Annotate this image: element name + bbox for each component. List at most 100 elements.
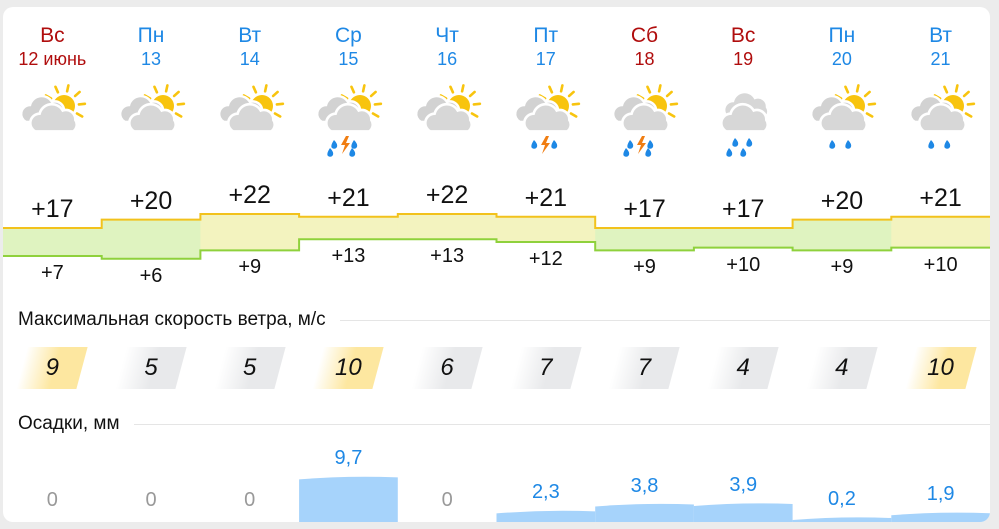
day-name: Ср (334, 24, 362, 47)
precip-value: 0 (441, 489, 453, 511)
precip-section-title: Осадки, мм (18, 413, 120, 434)
temp-range-segment (496, 216, 596, 242)
wind-speed-value: 10 (927, 354, 954, 381)
wind-speed-badge: 10 (318, 347, 378, 389)
day-date: 13 (141, 49, 162, 69)
partly-cloudy-icon (118, 84, 186, 133)
wind-cell: 7 (595, 347, 694, 389)
precip-value: 2,3 (531, 481, 560, 504)
day-column[interactable]: Вт 21 (891, 7, 990, 158)
day-column[interactable]: Вс 12 июнь (3, 7, 102, 158)
day-column[interactable]: Пн 13 (102, 7, 201, 158)
precip-bar (792, 517, 892, 522)
day-name: Чт (435, 24, 459, 47)
min-temp-label: +13 (331, 245, 366, 268)
max-temp-label: +22 (228, 181, 271, 209)
precip-value: 3,9 (729, 474, 758, 497)
precip-value: 0,2 (828, 488, 856, 510)
max-temp-label: +20 (129, 186, 173, 215)
wind-speed-value: 10 (335, 354, 362, 381)
day-column[interactable]: Сб 18 (595, 7, 694, 158)
wind-speed-badge: 7 (516, 347, 576, 389)
day-column[interactable]: Пн 20 (793, 7, 892, 158)
wind-cell: 6 (398, 347, 497, 389)
day-name: Пн (828, 24, 856, 47)
temp-range-segment (3, 228, 103, 256)
day-columns: Вс 12 июнь Пн 13 Вт 14 Ср 15 Чт 16 Пт 17… (3, 7, 990, 158)
precip-bar (693, 503, 793, 522)
day-column[interactable]: Пт 17 (496, 7, 595, 158)
wind-cell: 9 (3, 347, 102, 389)
min-temp-label: +9 (830, 256, 854, 279)
day-column[interactable]: Чт 16 (398, 7, 497, 158)
wind-speed-value: 7 (637, 354, 652, 381)
wind-speed-value: 4 (835, 354, 849, 381)
precip-bar (891, 512, 990, 522)
wind-speed-badge: 9 (22, 347, 82, 389)
min-temp-label: +10 (726, 253, 761, 276)
max-temp-label: +21 (524, 183, 568, 212)
day-date: 12 июнь (18, 49, 87, 69)
partly-cloudy-heavy-rain-thunder-icon (316, 84, 383, 157)
temp-range-segment (891, 216, 990, 248)
min-temp-label: +9 (238, 256, 262, 279)
day-date: 18 (634, 49, 655, 69)
day-name: Пн (137, 24, 165, 47)
precipitation-chart (299, 476, 990, 522)
partly-cloudy-heavy-rain-thunder-icon (612, 84, 679, 157)
wind-speed-badge: 5 (220, 347, 280, 389)
wind-cell: 10 (299, 347, 398, 389)
min-temp-label: +12 (528, 248, 563, 270)
day-date: 21 (930, 49, 951, 69)
temp-range-segment (595, 228, 695, 251)
wind-speed-value: 5 (243, 354, 257, 381)
divider (339, 319, 990, 321)
wind-cell: 5 (200, 347, 299, 389)
precip-value: 0 (46, 489, 58, 511)
wind-cell: 4 (694, 347, 793, 389)
wind-speed-badge: 5 (121, 347, 181, 389)
precip-value: 0 (145, 489, 157, 511)
day-name: Вс (40, 24, 65, 47)
max-temp-label: +22 (425, 181, 469, 209)
day-name: Пт (533, 24, 559, 47)
temp-range-segment (792, 219, 892, 251)
partly-cloudy-icon (414, 84, 482, 133)
day-column[interactable]: Вт 14 (200, 7, 299, 158)
max-temp-label: +17 (31, 195, 74, 223)
temp-range-segment (101, 219, 201, 259)
day-name: Вс (730, 24, 756, 47)
day-name: Вт (929, 24, 952, 47)
max-temp-label: +21 (327, 183, 370, 212)
min-temp-line (3, 238, 990, 260)
wind-cell: 4 (793, 347, 892, 389)
wind-cell: 7 (496, 347, 595, 389)
precip-bar (496, 510, 596, 522)
wind-speed-value: 5 (144, 354, 158, 381)
day-date: 19 (733, 49, 754, 69)
wind-speed-value: 7 (539, 354, 553, 381)
precip-value: 0 (244, 489, 256, 511)
wind-row: 9 5 5 10 6 7 7 4 4 10 (3, 347, 990, 389)
partly-cloudy-rain-icon (908, 84, 975, 149)
partly-cloudy-rain-thunder-icon (513, 84, 580, 154)
day-date: 17 (535, 49, 556, 69)
partly-cloudy-icon (217, 84, 284, 133)
max-temp-label: +17 (722, 195, 765, 223)
partly-cloudy-icon (20, 84, 87, 133)
day-column[interactable]: Ср 15 (299, 7, 398, 158)
day-column[interactable]: Вс 19 (694, 7, 793, 158)
day-name: Сб (630, 24, 659, 47)
day-date: 20 (831, 49, 852, 69)
cloudy-heavy-rain-icon (720, 90, 770, 157)
wind-speed-value: 4 (736, 354, 750, 381)
wind-speed-badge: 10 (911, 347, 971, 389)
temp-range-segment (397, 214, 497, 240)
min-temp-label: +7 (40, 262, 64, 284)
max-temp-label: +21 (919, 183, 962, 212)
wind-section-title: Максимальная скорость ветра, м/с (18, 309, 326, 330)
precip-bar (299, 476, 398, 522)
temp-range-segment (693, 228, 794, 248)
min-temp-label: +6 (139, 264, 163, 287)
max-temp-line (3, 213, 990, 229)
